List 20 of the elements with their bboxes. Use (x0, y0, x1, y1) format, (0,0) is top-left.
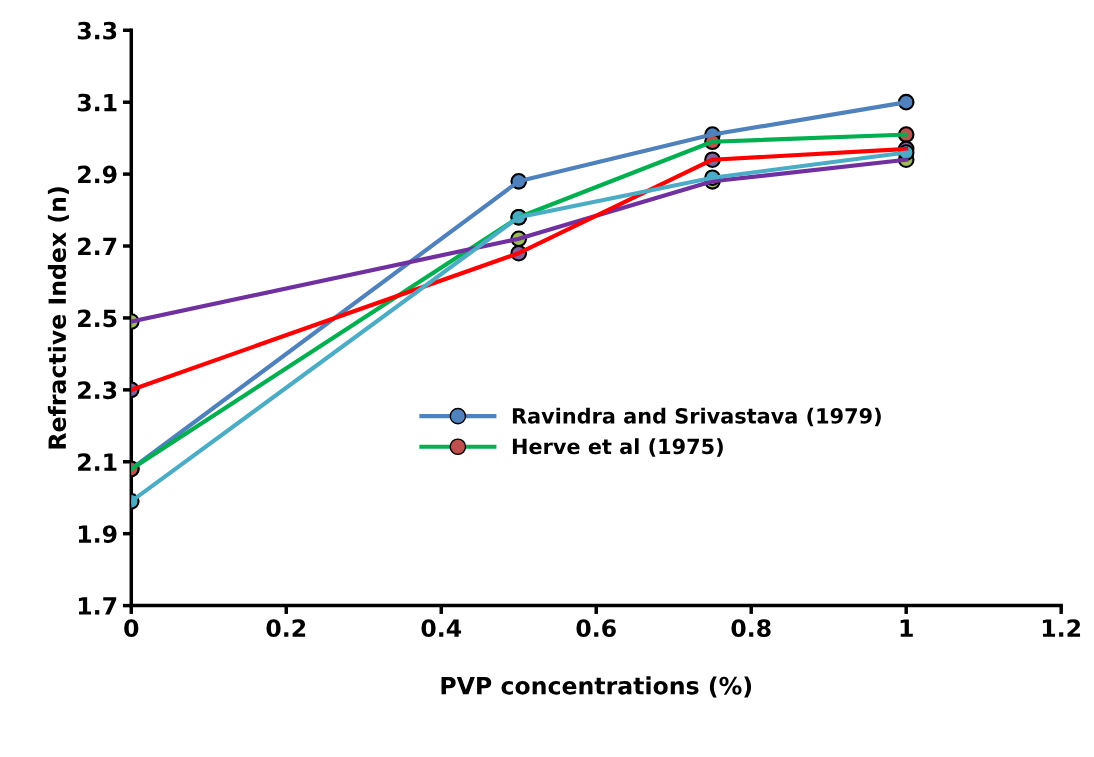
x-axis-title: PVP concentrations (%) (441, 676, 752, 698)
y-tick-label: 2.1 (78, 453, 117, 471)
legend-label: Herve et al (1975) (512, 438, 723, 457)
y-tick-label: 3.1 (77, 93, 117, 112)
y-tick-label: 1.9 (78, 525, 117, 543)
y-axis-title: Refractive Index (n) (47, 187, 69, 449)
x-tick-label: 1.2 (1042, 619, 1081, 637)
x-tick-label: 0.2 (266, 619, 306, 638)
x-tick-label: 0.8 (731, 619, 771, 638)
y-tick-label: 2.9 (78, 165, 117, 184)
x-tick-label: 1 (900, 619, 913, 637)
x-tick-label: 0 (124, 619, 139, 638)
y-tick-label: 2.3 (78, 381, 117, 400)
y-tick-label: 1.7 (78, 597, 117, 615)
x-tick-label: 0.6 (576, 619, 616, 638)
x-tick-label: 0.4 (421, 619, 462, 638)
legend-label: Ravindra and Srivastava (1979) (512, 407, 881, 427)
y-tick-label: 2.7 (78, 237, 117, 255)
y-tick-label: 3.3 (77, 21, 117, 40)
y-tick-label: 2.5 (78, 309, 117, 328)
